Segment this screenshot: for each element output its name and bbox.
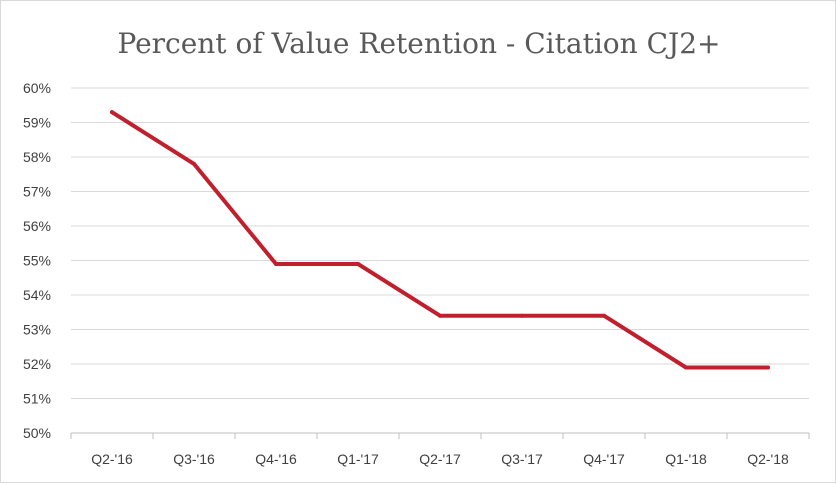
data-point [520,313,524,318]
x-tick-label: Q2-'18 [747,451,789,467]
data-point [274,261,278,266]
x-tick-label: Q1-'18 [665,451,707,467]
y-tick-label: 52% [23,356,51,372]
data-point [192,161,196,166]
y-tick-label: 56% [23,218,51,234]
x-tick-label: Q3-'17 [501,451,543,467]
y-tick-label: 58% [23,149,51,165]
y-tick-label: 51% [23,391,51,407]
y-tick-label: 54% [23,287,51,303]
y-tick-label: 55% [23,253,51,269]
x-tick-label: Q4-'17 [583,451,625,467]
data-point [766,365,770,370]
x-axis-tick-labels: Q2-'16 Q3-'16 Q4-'16 Q1-'17 Q2-'17 Q3-'17 Q4-'… [91,451,789,467]
x-tick-label: Q1-'17 [337,451,379,467]
x-tick-label: Q2-'17 [419,451,461,467]
x-tick-label: Q4-'16 [255,451,297,467]
y-tick-label: 60% [23,80,51,96]
y-tick-label: 53% [23,322,51,338]
x-tick-label: Q3-'16 [173,451,215,467]
data-point [110,110,114,115]
data-point [356,261,360,266]
y-tick-label: 59% [23,115,51,131]
y-tick-label: 57% [23,184,51,200]
x-tick-label: Q2-'16 [91,451,133,467]
y-axis-tick-labels: 50% 51% 52% 53% 54% 55% 56% 57% 58% 59% 60% [23,80,51,441]
data-point [684,365,688,370]
y-tick-label: 50% [23,425,51,441]
series-layer [110,110,770,370]
gridlines [71,87,809,399]
chart-title: Percent of Value Retention - Citation CJ… [117,27,720,60]
data-point [438,313,442,318]
data-point [602,313,606,318]
axes [70,432,810,439]
